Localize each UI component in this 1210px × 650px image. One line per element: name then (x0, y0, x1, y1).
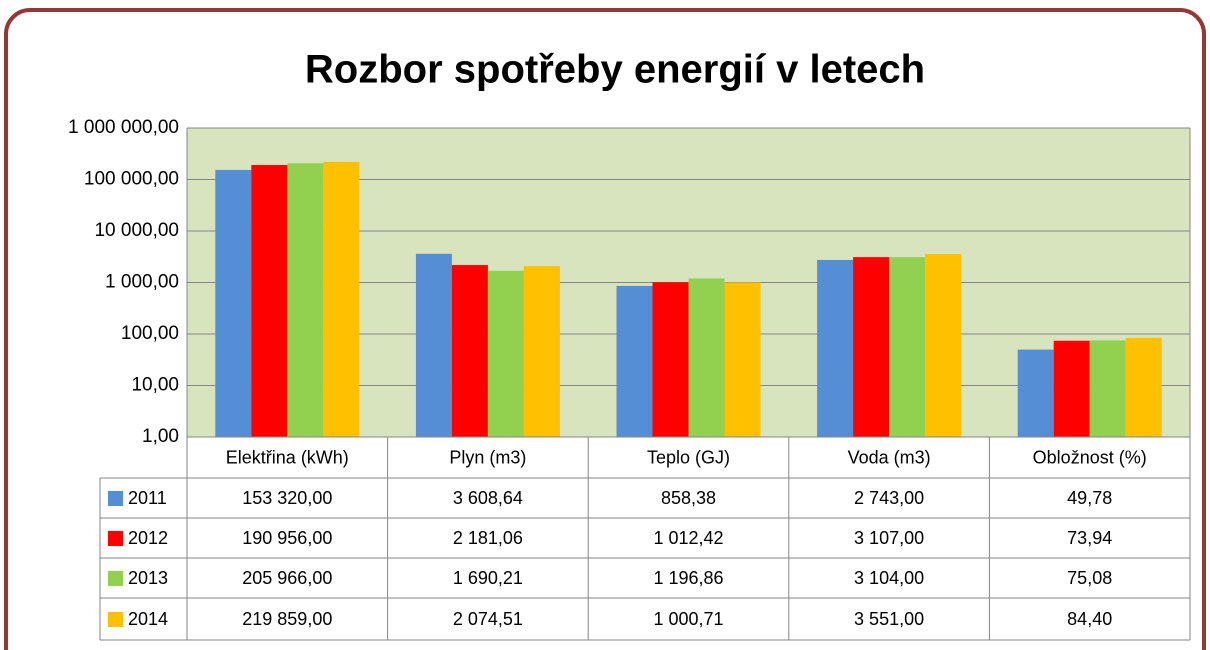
x-tick-label: Plyn (m3) (449, 447, 526, 467)
table-cell: 219 859,00 (242, 609, 332, 629)
x-tick-label: Elektřina (kWh) (226, 447, 349, 467)
legend-swatch (108, 491, 123, 506)
table-cell: 2 181,06 (453, 528, 523, 548)
legend-swatch (108, 571, 123, 586)
legend-swatch (108, 612, 123, 627)
y-tick-label: 100,00 (121, 323, 179, 344)
table-cell: 84,40 (1067, 609, 1112, 629)
table-cell: 3 608,64 (453, 488, 523, 508)
bar (925, 254, 962, 437)
bar (1089, 340, 1126, 437)
table-cell: 75,08 (1067, 568, 1112, 588)
bar (323, 161, 360, 437)
bar (616, 285, 653, 437)
y-tick-label: 1,00 (142, 426, 179, 447)
bar (523, 266, 560, 437)
y-tick-label: 1 000 000,00 (68, 117, 179, 138)
bar (724, 282, 761, 437)
table-cell: 1 196,86 (653, 568, 723, 588)
bar (853, 257, 890, 437)
table-cell: 73,94 (1067, 528, 1112, 548)
bar (415, 253, 452, 437)
table-cell: 3 107,00 (854, 528, 924, 548)
bar (688, 278, 725, 437)
table-cell: 1 690,21 (453, 568, 523, 588)
table-cell: 2 743,00 (854, 488, 924, 508)
legend-swatch (108, 531, 123, 546)
bar (652, 282, 689, 437)
x-tick-label: Voda (m3) (848, 447, 931, 467)
bar (215, 169, 252, 438)
y-tick-label: 10,00 (131, 375, 179, 396)
legend-label: 2011 (128, 488, 167, 508)
chart-title: Rozbor spotřeby energií v letech (305, 48, 925, 92)
bar (1053, 340, 1090, 437)
legend-label: 2012 (128, 528, 168, 548)
table-cell: 3 551,00 (854, 609, 924, 629)
table-cell: 153 320,00 (242, 488, 332, 508)
bar (1125, 337, 1162, 437)
bar (287, 163, 324, 437)
table-cell: 190 956,00 (242, 528, 332, 548)
legend-label: 2013 (128, 568, 168, 588)
bar (889, 257, 926, 437)
bar (1017, 349, 1054, 437)
y-tick-label: 10 000,00 (94, 220, 179, 241)
bar (251, 165, 288, 438)
y-tick-label: 100 000,00 (84, 169, 179, 190)
bar (487, 270, 524, 437)
x-tick-label: Teplo (GJ) (647, 447, 730, 467)
table-cell: 1 012,42 (653, 528, 723, 548)
bar (817, 259, 854, 437)
table-cell: 205 966,00 (242, 568, 332, 588)
y-tick-label: 1 000,00 (105, 272, 179, 293)
table-cell: 858,38 (661, 488, 716, 508)
table-cell: 2 074,51 (453, 609, 523, 629)
table-cell: 3 104,00 (854, 568, 924, 588)
legend-label: 2014 (128, 609, 168, 629)
x-tick-label: Obložnost (%) (1033, 447, 1147, 467)
table-cell: 1 000,71 (653, 609, 723, 629)
table-cell: 49,78 (1067, 488, 1112, 508)
bar (451, 265, 488, 437)
